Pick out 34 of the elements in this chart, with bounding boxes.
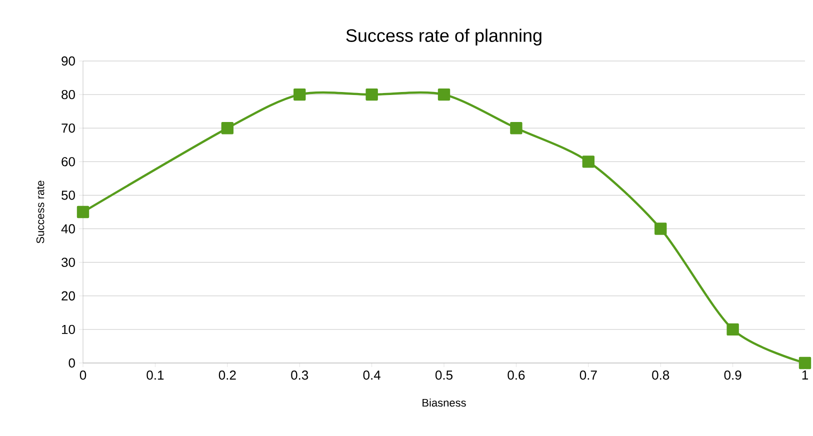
y-tick-label: 30 bbox=[62, 258, 75, 267]
x-tick-label: 0.3 bbox=[291, 370, 308, 380]
chart-title: Success rate of planning bbox=[346, 28, 542, 46]
point bbox=[582, 156, 594, 168]
x-tick-label: 0.2 bbox=[218, 370, 236, 380]
y-tick-label: 90 bbox=[62, 56, 75, 66]
y-tick-label: 0 bbox=[68, 358, 75, 368]
y-tick-label: 50 bbox=[62, 190, 75, 200]
x-tick-label: 0.7 bbox=[580, 370, 597, 380]
y-tick-label: 20 bbox=[62, 291, 75, 300]
point bbox=[76, 206, 90, 218]
point bbox=[438, 88, 450, 101]
point bbox=[726, 323, 739, 336]
x-tick-label: 0.9 bbox=[724, 370, 742, 380]
point bbox=[221, 122, 234, 134]
point bbox=[510, 122, 522, 134]
x-tick-label: 0.5 bbox=[435, 370, 452, 380]
x-axis-title: Biasness bbox=[422, 398, 466, 407]
x-tick-label: 1 bbox=[802, 370, 808, 380]
y-tick-label: 80 bbox=[62, 90, 75, 100]
point bbox=[798, 356, 812, 370]
x-tick-label: 0.6 bbox=[508, 370, 525, 380]
y-tick-label: 70 bbox=[62, 124, 75, 133]
y-axis-title: Success rate bbox=[36, 180, 44, 244]
point bbox=[654, 222, 667, 235]
x-tick-label: 0.1 bbox=[146, 370, 164, 380]
point bbox=[366, 88, 378, 101]
point bbox=[294, 88, 306, 101]
x-tick-label: 0.4 bbox=[363, 370, 380, 380]
y-tick-label: 10 bbox=[62, 324, 75, 334]
x-tick-label: 0 bbox=[80, 370, 86, 380]
y-tick-label: 40 bbox=[61, 224, 75, 234]
x-tick-label: 0.8 bbox=[652, 370, 670, 380]
y-tick-label: 60 bbox=[62, 157, 75, 166]
